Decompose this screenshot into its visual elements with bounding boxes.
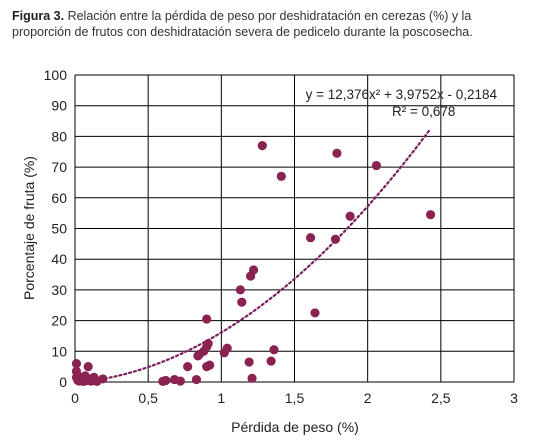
x-tick-label: 0 [71,390,79,406]
y-tick-label: 0 [59,374,67,390]
y-tick-label: 30 [51,282,67,298]
data-point [98,374,108,384]
x-axis-title: Pérdida de peso (%) [231,419,359,435]
x-tick-label: 2 [364,390,372,406]
y-tick-label: 100 [44,67,68,83]
data-point [202,314,212,324]
data-point [244,357,254,367]
data-point [175,376,185,386]
y-axis-title: Porcentaje de fruta (%) [21,156,37,300]
data-point [205,360,215,370]
y-tick-label: 10 [51,343,67,359]
data-point [191,374,202,385]
trendline-equation: y = 12,376x² + 3,9752x - 0,2184 R² = 0,6… [306,87,498,119]
data-point [183,362,193,372]
data-point [276,171,286,181]
x-tick-label: 1,5 [285,390,305,406]
data-point [203,339,213,349]
y-tick-label: 80 [51,128,67,144]
r-squared-label: R² = 0,678 [392,104,455,119]
data-point [266,356,276,366]
tick-labels: 0 10 20 30 40 50 60 70 80 90 100 0 0,5 1 1,5 2 2,5 3 [44,67,518,406]
figure-caption-text: Relación entre la pérdida de peso por de… [12,9,473,39]
figure-label: Figura 3. [12,9,65,23]
data-point [305,233,316,243]
data-point [257,141,267,151]
y-tick-label: 50 [51,221,67,237]
grid [74,74,515,383]
x-tick-label: 1 [217,390,225,406]
data-point [332,148,342,158]
y-tick-label: 70 [51,159,67,175]
x-tick-label: 3 [510,390,518,406]
trendline [73,127,432,384]
data-point [371,160,382,171]
data-point [222,343,232,353]
data-point [237,297,247,307]
x-tick-label: 0,5 [138,390,158,406]
x-tick-label: 2,5 [431,390,451,406]
data-point [83,362,93,372]
equation-label: y = 12,376x² + 3,9752x - 0,2184 [306,87,498,102]
trendline-layer [73,127,432,384]
data-point [425,210,436,220]
data-point [310,308,320,318]
data-point [235,285,245,295]
y-tick-label: 60 [51,190,67,206]
data-point [247,373,257,383]
data-point [345,211,355,221]
data-point [161,375,171,386]
y-tick-label: 90 [51,98,67,114]
figure-caption: Figura 3. Relación entre la pérdida de p… [12,8,532,40]
data-point [269,345,279,355]
y-tick-label: 20 [51,313,67,329]
data-point [248,265,259,275]
data-point [330,234,341,244]
data-points [71,141,436,386]
data-point [71,358,82,369]
y-tick-label: 40 [51,251,67,267]
